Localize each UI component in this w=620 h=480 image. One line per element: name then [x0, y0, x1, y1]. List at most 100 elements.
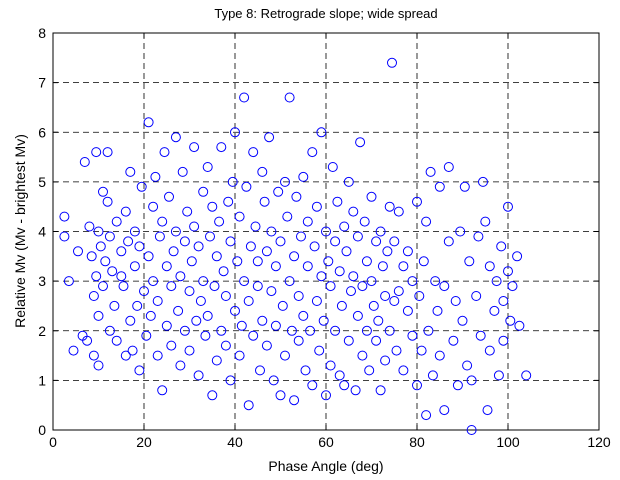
data-point	[512, 251, 523, 262]
data-point	[407, 276, 418, 287]
data-point	[123, 236, 134, 247]
data-point	[243, 400, 254, 411]
y-tick-label: 6	[38, 124, 46, 140]
data-point	[393, 206, 404, 217]
data-point	[218, 266, 229, 277]
data-point	[275, 390, 286, 401]
data-point	[93, 310, 104, 321]
data-point	[330, 236, 341, 247]
data-point	[425, 166, 436, 177]
data-point	[159, 147, 170, 158]
data-point	[120, 350, 131, 361]
grid-lines	[53, 33, 599, 430]
data-point	[366, 191, 377, 202]
data-point	[116, 246, 127, 257]
data-point	[132, 300, 143, 311]
data-point	[514, 320, 525, 331]
data-point	[343, 335, 354, 346]
data-point	[359, 216, 370, 227]
data-point	[93, 360, 104, 371]
data-point	[232, 256, 243, 267]
data-point	[207, 201, 218, 212]
data-point	[473, 231, 484, 242]
data-point	[466, 425, 477, 435]
data-point	[291, 191, 302, 202]
data-point	[214, 216, 225, 227]
data-point	[252, 281, 263, 292]
data-point	[88, 350, 99, 361]
data-point	[184, 345, 195, 356]
y-tick-label: 4	[38, 224, 46, 240]
data-point	[129, 261, 140, 272]
data-point	[330, 325, 341, 336]
data-point	[259, 196, 270, 207]
data-point	[268, 375, 279, 386]
data-points	[59, 57, 532, 435]
data-point	[398, 365, 409, 376]
data-point	[270, 320, 281, 331]
data-point	[380, 291, 391, 301]
data-point	[334, 370, 345, 381]
data-point	[152, 296, 163, 306]
data-point	[84, 221, 95, 232]
data-point	[211, 355, 222, 366]
data-point	[496, 241, 507, 252]
data-point	[361, 325, 372, 336]
data-point	[521, 370, 532, 381]
data-point	[202, 162, 213, 172]
data-point	[141, 330, 152, 341]
data-point	[143, 117, 154, 128]
x-tick-label: 40	[227, 434, 243, 450]
data-point	[266, 226, 277, 237]
data-point	[255, 365, 265, 376]
data-point	[148, 201, 159, 212]
data-point	[343, 176, 354, 187]
data-point	[373, 315, 384, 326]
data-point	[371, 236, 382, 247]
data-point	[280, 350, 290, 361]
x-tick-label: 20	[136, 434, 152, 450]
data-point	[423, 325, 434, 336]
data-point	[296, 231, 306, 242]
data-point	[148, 276, 159, 287]
data-point	[186, 256, 197, 267]
data-point	[145, 310, 156, 321]
data-point	[157, 216, 168, 227]
y-axis-title: Relative Mv (Mv - brightest Mv)	[12, 134, 28, 328]
data-point	[154, 231, 165, 242]
data-point	[193, 241, 204, 252]
data-point	[91, 147, 102, 158]
data-point	[191, 315, 202, 326]
data-point	[503, 266, 513, 277]
data-point	[311, 201, 322, 212]
data-point	[391, 345, 402, 356]
data-point	[205, 231, 215, 242]
data-point	[248, 147, 259, 158]
data-point	[230, 305, 240, 316]
data-point	[111, 335, 122, 346]
data-point	[275, 236, 286, 247]
data-point	[321, 226, 331, 237]
data-point	[230, 127, 240, 138]
data-point	[116, 271, 127, 282]
data-point	[348, 271, 359, 282]
data-point	[350, 385, 361, 396]
data-point	[245, 241, 256, 252]
data-point	[216, 142, 227, 153]
data-point	[243, 296, 254, 306]
data-point	[129, 226, 140, 237]
data-point	[434, 181, 445, 192]
data-point	[484, 345, 495, 356]
data-point	[380, 355, 391, 366]
data-point	[302, 261, 313, 272]
data-point	[73, 246, 83, 257]
data-point	[239, 276, 250, 287]
data-point	[371, 335, 382, 346]
chart-title: Type 8: Retrograde slope; wide spread	[214, 6, 437, 21]
data-point	[248, 330, 259, 341]
data-point	[498, 296, 509, 306]
data-point	[109, 300, 120, 311]
y-tick-label: 1	[38, 372, 46, 388]
x-tick-label: 0	[49, 434, 57, 450]
data-point	[339, 221, 350, 232]
